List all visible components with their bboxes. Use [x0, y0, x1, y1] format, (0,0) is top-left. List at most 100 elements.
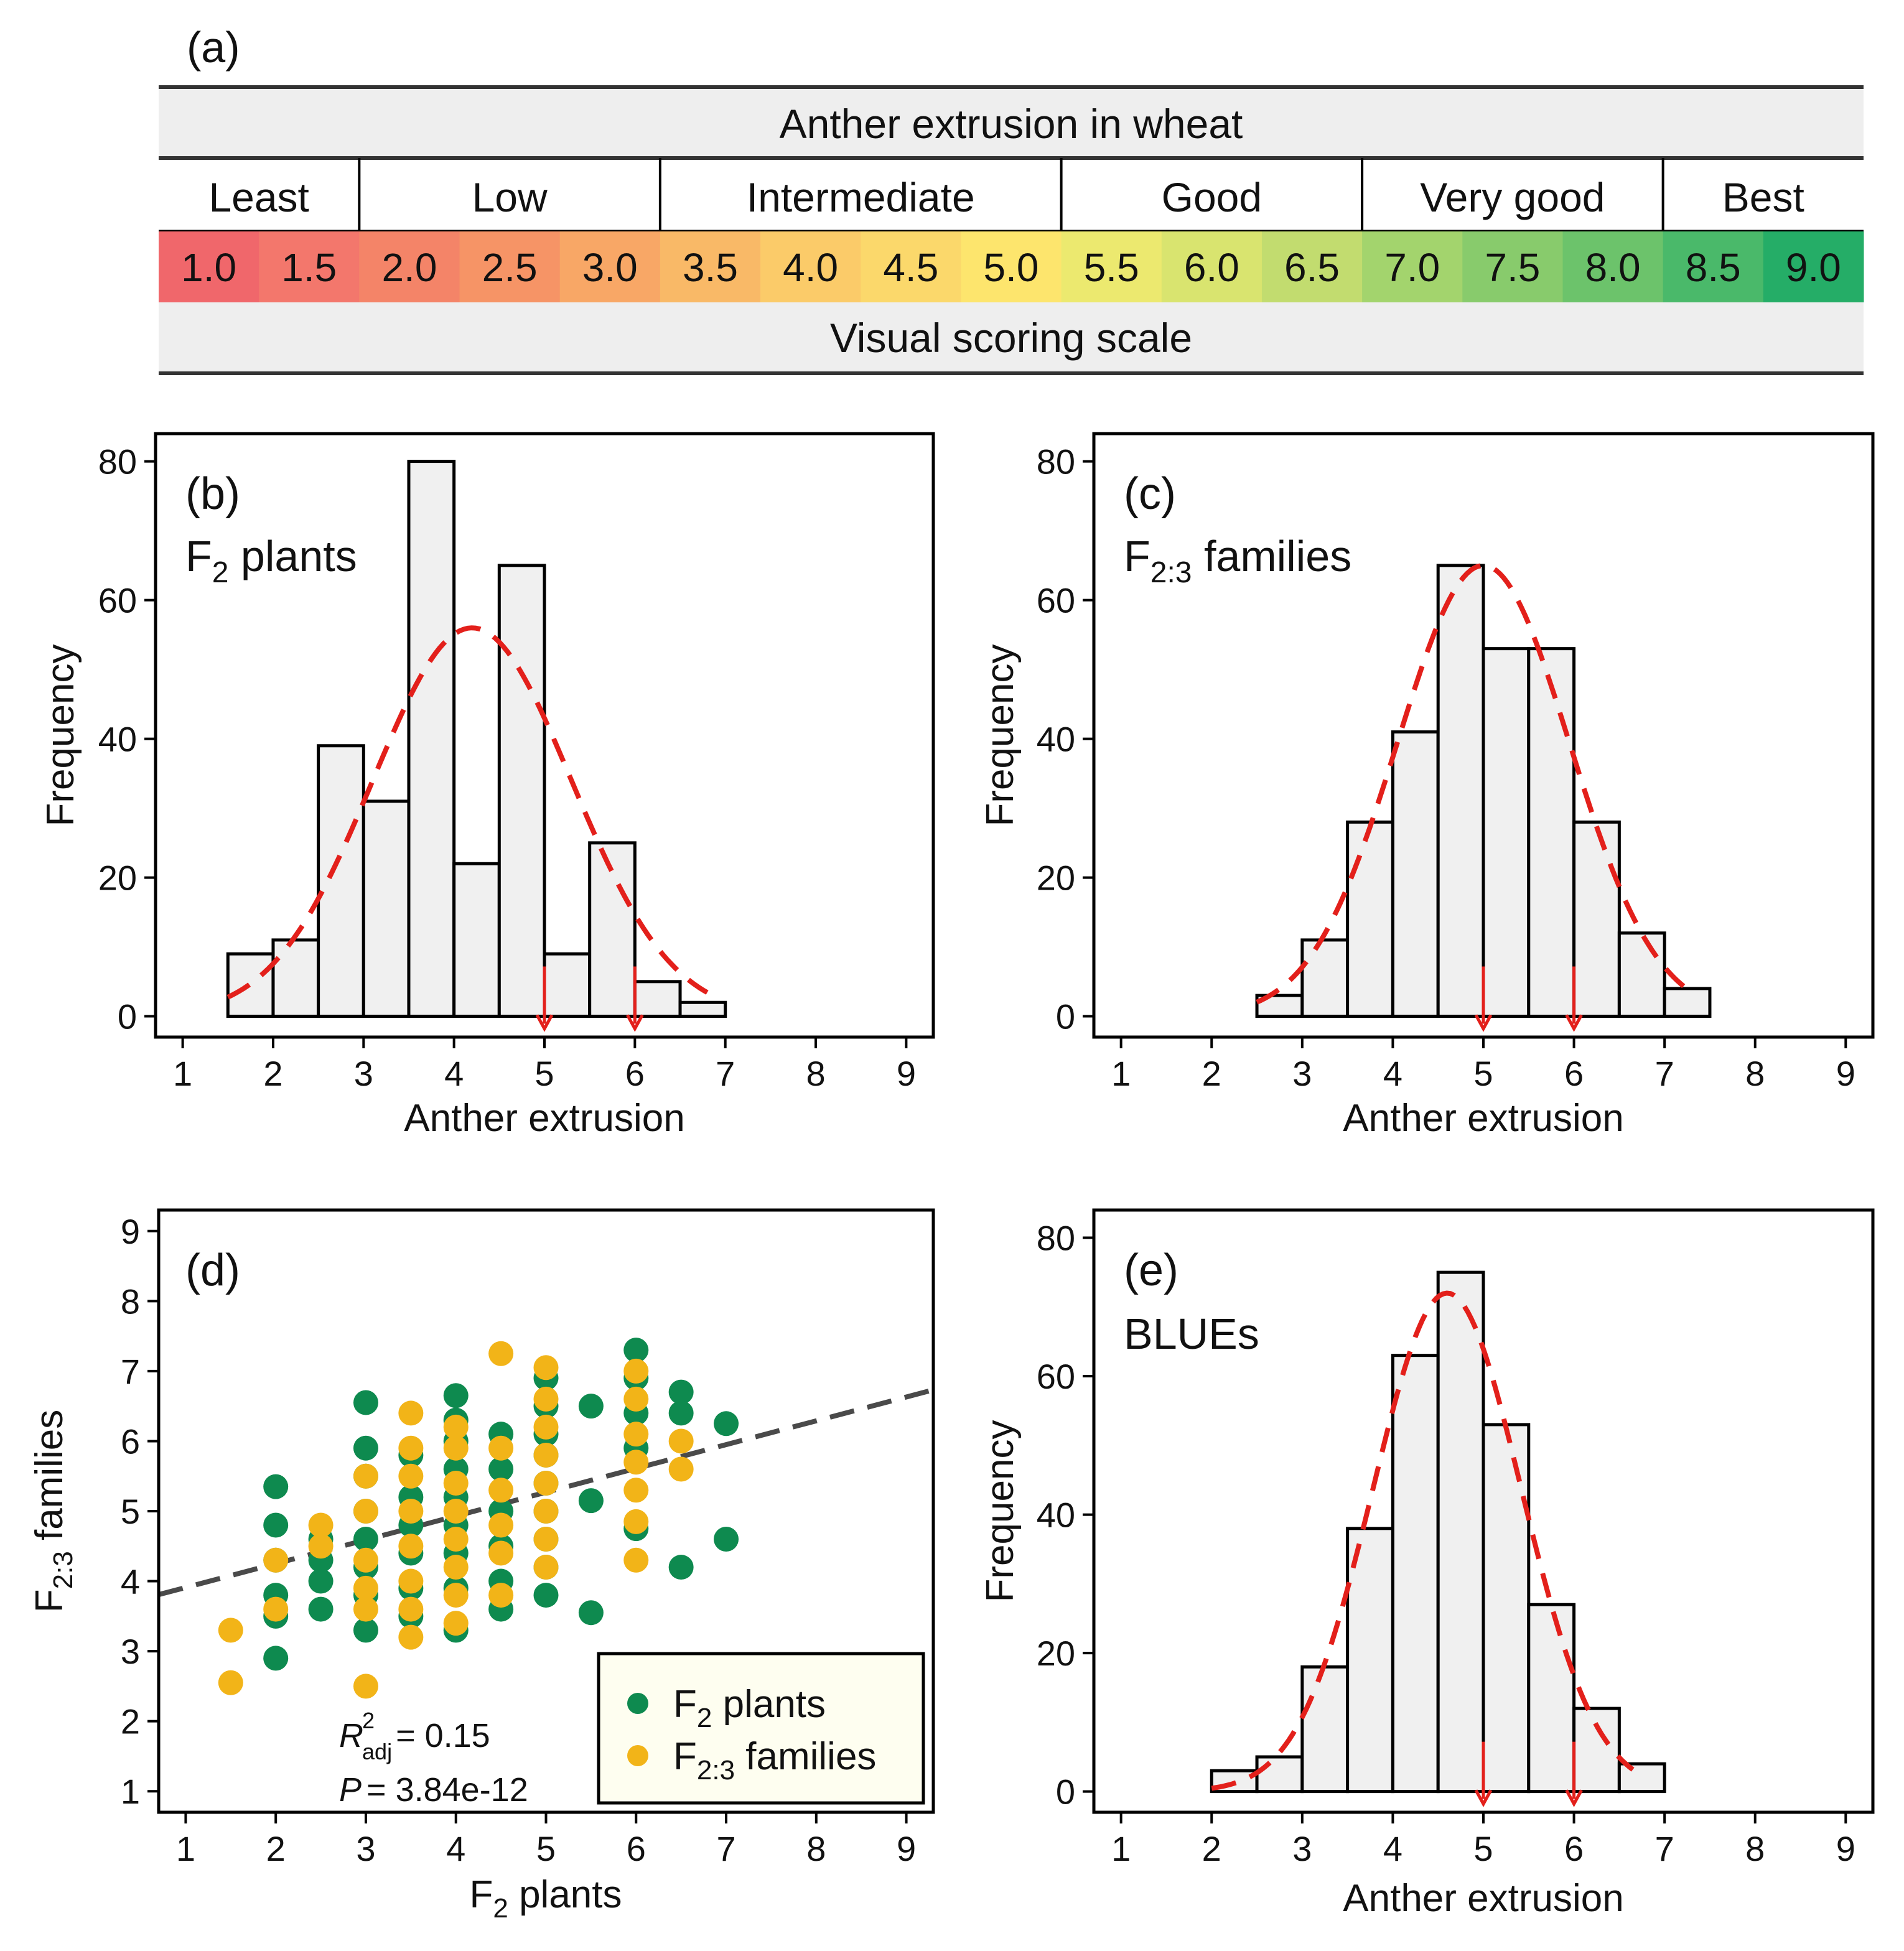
x-tick-label: 8: [1745, 1054, 1765, 1093]
scale-cell: [559, 231, 661, 302]
x-tick-label: 8: [806, 1054, 825, 1093]
point-f23-families: [533, 1527, 559, 1552]
threshold-arrow-head: [1474, 1014, 1493, 1032]
scale-value: 5.5: [1084, 245, 1139, 290]
point-f23-families: [668, 1456, 694, 1482]
point-f23-families: [353, 1575, 378, 1601]
y-tick-label: 80: [1037, 1219, 1075, 1258]
point-f23-families: [443, 1611, 469, 1636]
y-tick-label: 20: [1037, 859, 1075, 898]
y-tick-label: 80: [1037, 442, 1075, 482]
series-label: BLUEs: [1124, 1310, 1259, 1358]
y-axis-title: Frequency: [979, 645, 1022, 827]
histogram-bar: [1482, 647, 1531, 1018]
scale-value: 4.5: [883, 245, 938, 290]
panel-b-histogram: 1 2 3 4 5 6 7 8 9 0 20 40 60 80 (b) F2 plants Anther…: [39, 432, 935, 1140]
x-tick-label: 2: [1202, 1054, 1221, 1093]
point-f23-families: [533, 1355, 559, 1381]
point-f23-families: [443, 1499, 469, 1524]
histogram-bar: [1300, 938, 1350, 1018]
point-f23-families: [488, 1540, 514, 1566]
x-tick-label: 3: [356, 1829, 375, 1868]
point-f23-families: [533, 1555, 559, 1580]
y-tick-label: 8: [121, 1282, 140, 1321]
scale-cell: [660, 231, 761, 302]
scale-category-best: Best: [1722, 174, 1804, 220]
point-f2-plants: [353, 1435, 378, 1461]
point-f23-families: [398, 1499, 424, 1524]
point-f23-families: [623, 1358, 649, 1384]
point-f23-families: [398, 1400, 424, 1426]
scale-cell: [861, 231, 961, 302]
y-tick-label: 20: [1037, 1634, 1075, 1673]
threshold-arrow-head: [1565, 1014, 1583, 1032]
y-axis-title: Frequency: [979, 1420, 1022, 1603]
x-tick-label: 3: [354, 1054, 373, 1093]
point-f23-families: [443, 1435, 469, 1461]
x-axis: 1 2 3 4 5 6 7 8 9: [1111, 1812, 1855, 1868]
y-tick-label: 6: [121, 1422, 140, 1461]
point-f23-families: [398, 1596, 424, 1622]
point-f2-plants: [263, 1512, 289, 1538]
point-f2-plants: [263, 1474, 289, 1499]
point-f23-families: [443, 1414, 469, 1440]
histogram-bar: [317, 744, 365, 1018]
histogram-bar: [1572, 820, 1621, 1018]
scale-cell: [1061, 231, 1162, 302]
y-tick-label: 40: [1037, 720, 1075, 759]
threshold-arrow-head: [1565, 1789, 1583, 1807]
point-f23-families: [398, 1624, 424, 1650]
histogram-bars: [1255, 564, 1712, 1018]
scale-category-good: Good: [1162, 174, 1262, 220]
x-tick-label: 6: [1564, 1829, 1584, 1868]
point-f2-plants: [714, 1411, 739, 1436]
point-f23-families: [443, 1555, 469, 1580]
x-tick-label: 8: [806, 1829, 826, 1868]
point-f23-families: [353, 1547, 378, 1573]
threshold-arrow-head: [535, 1014, 554, 1032]
histogram-bar: [1391, 730, 1440, 1018]
point-f23-families: [623, 1386, 649, 1412]
legend: F2 plants F2:3 families: [597, 1652, 925, 1805]
point-f23-families: [533, 1470, 559, 1496]
histogram-bar: [1663, 987, 1712, 1018]
x-tick-label: 9: [1836, 1829, 1855, 1868]
y-tick-label: 7: [121, 1352, 140, 1391]
histogram-bar: [633, 980, 682, 1018]
point-f2-plants: [578, 1600, 604, 1626]
histogram-bar: [678, 1000, 727, 1018]
y-tick-label: 0: [118, 997, 137, 1036]
point-f23-families: [443, 1527, 469, 1552]
x-tick-label: 5: [534, 1054, 554, 1093]
x-tick-label: 3: [1292, 1829, 1312, 1868]
scale-category-least: Least: [208, 174, 309, 220]
y-tick-label: 3: [121, 1632, 140, 1671]
point-f2-plants: [263, 1646, 289, 1671]
histogram-bar: [407, 460, 456, 1018]
point-f2-plants: [308, 1568, 334, 1594]
point-f23-families: [623, 1450, 649, 1475]
legend-label-f23: F2:3 families: [673, 1735, 876, 1786]
scale-title: Anther extrusion in wheat: [780, 101, 1243, 147]
series-label: F2:3 families: [1124, 532, 1351, 589]
histogram-bar: [1617, 931, 1666, 1018]
x-tick-label: 4: [1383, 1829, 1402, 1868]
histogram-bar: [1617, 1762, 1666, 1794]
x-tick-label: 9: [897, 1054, 916, 1093]
scale-cell: [1261, 231, 1363, 302]
point-f23-families: [488, 1478, 514, 1503]
point-f2-plants: [308, 1596, 334, 1622]
x-tick-label: 5: [536, 1829, 556, 1868]
point-f23-families: [308, 1512, 334, 1538]
scale-cell: [961, 231, 1062, 302]
scale-value: 7.0: [1384, 245, 1440, 290]
histogram-bar: [1346, 820, 1394, 1018]
x-tick-label: 6: [627, 1829, 646, 1868]
scale-value: 2.0: [381, 245, 437, 290]
panel-label: (e): [1124, 1246, 1178, 1295]
histogram-bar: [362, 799, 411, 1018]
r2-annotation: R2 adj = 0.15: [339, 1708, 490, 1764]
scale-cell: [259, 231, 360, 302]
x-tick-label: 4: [446, 1829, 465, 1868]
